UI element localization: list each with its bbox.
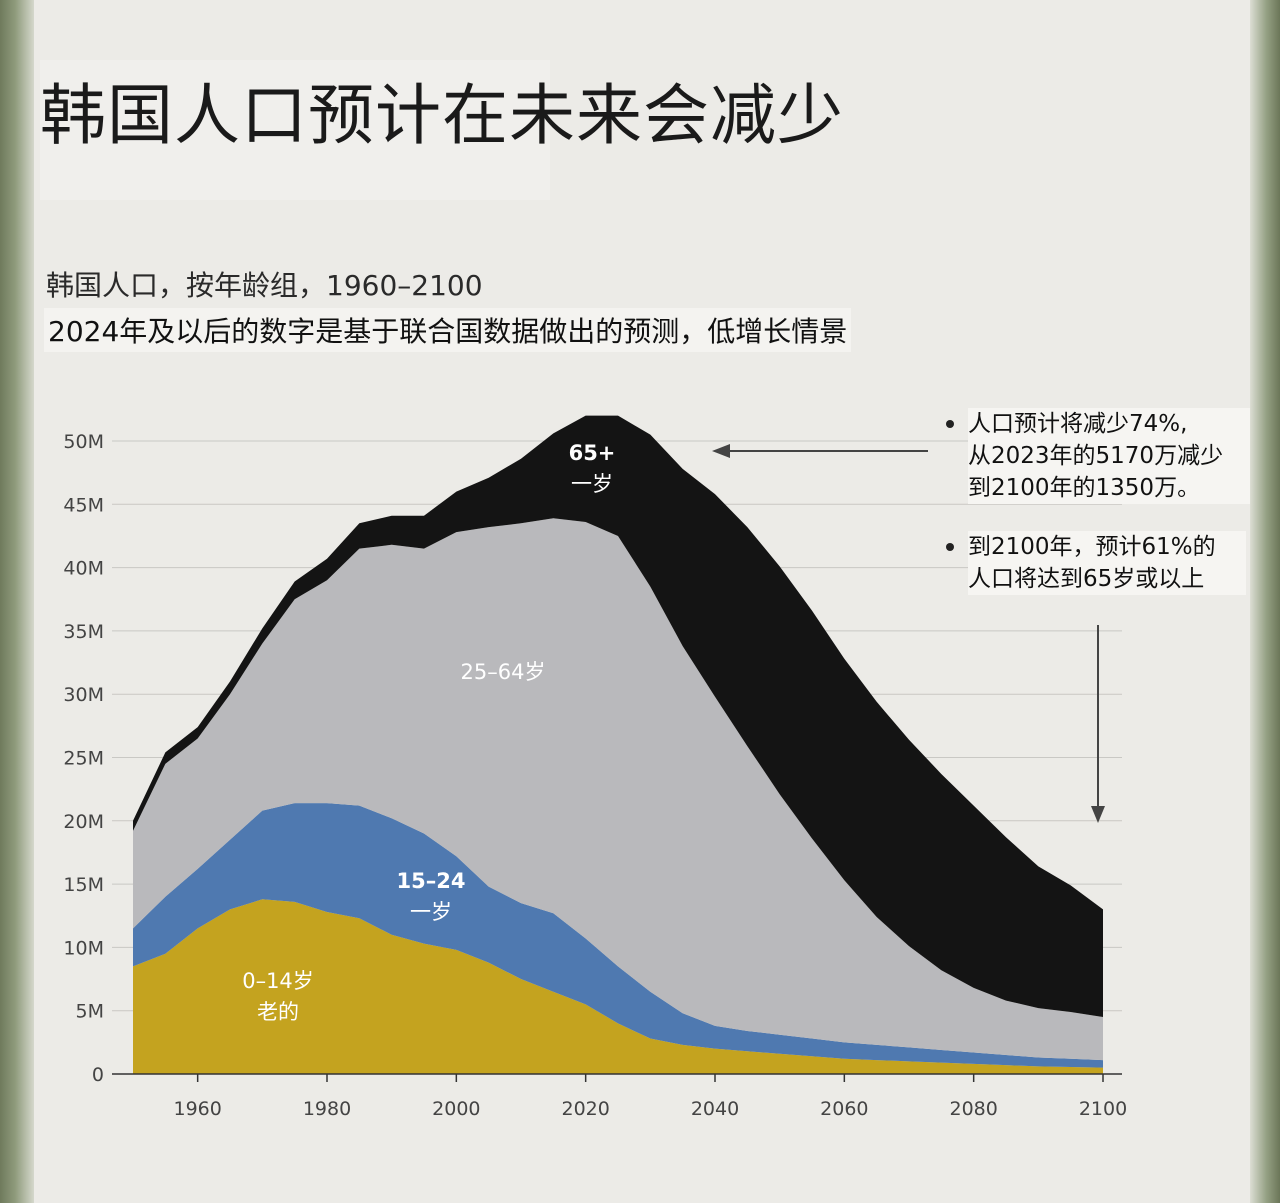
projection-note: 2024年及以后的数字是基于联合国数据做出的预测，低增长情景 (44, 308, 852, 352)
series-label: 一岁 (571, 472, 613, 496)
stacked-areas (133, 415, 1103, 1074)
callout-aging-line-2: 人口将达到65岁或以上 (968, 566, 1205, 592)
y-tick-label: 25M (63, 748, 104, 770)
series-label: 15–24 (397, 869, 466, 893)
y-tick-label: 20M (63, 811, 104, 833)
area-series-1 (133, 803, 1103, 1068)
y-tick-label: 15M (63, 874, 104, 896)
x-tick-label: 2100 (1079, 1098, 1127, 1120)
callout-aging: 到2100年，预计61%的 人口将达到65岁或以上 (946, 531, 1246, 595)
y-tick-label: 10M (63, 937, 104, 959)
y-tick-label: 0 (92, 1064, 104, 1086)
y-axis: 0 5M 10M 15M 20M 25M 30M 35M 40M 45M 50M (63, 431, 104, 1086)
callout-decline-line-1: 人口预计将减少74%, (968, 411, 1188, 437)
x-tick-label: 2000 (432, 1098, 480, 1120)
annotation-arrows (712, 444, 1105, 823)
series-label: 25–64岁 (461, 660, 546, 684)
arrowhead-down-icon (1091, 806, 1105, 823)
x-tick-label: 1980 (303, 1098, 351, 1120)
area-series-2 (133, 518, 1103, 1061)
series-label: 65+ (569, 441, 616, 465)
y-tick-label: 45M (63, 494, 104, 516)
title-highlight (40, 60, 550, 200)
arrowhead-left-icon (712, 444, 730, 458)
y-tick-label: 5M (76, 1001, 104, 1023)
x-tick-label: 2080 (949, 1098, 997, 1120)
x-tick-label: 2020 (561, 1098, 609, 1120)
y-tick-label: 50M (63, 431, 104, 453)
bullet-icon (946, 420, 954, 428)
x-tick-label: 1960 (173, 1098, 221, 1120)
series-label: 老的 (257, 1000, 299, 1024)
series-label: 一岁 (410, 900, 452, 924)
y-tick-label: 30M (63, 684, 104, 706)
area-series-3 (133, 415, 1103, 1018)
callout-aging-line-1: 到2100年，预计61%的 (968, 534, 1216, 560)
photo-frame-right (1250, 0, 1280, 1203)
bullet-icon (946, 543, 954, 551)
callout-decline: 人口预计将减少74%, 从2023年的5170万减少 到2100年的1350万。 (946, 408, 1250, 504)
chart-subtitle: 韩国人口，按年龄组，1960–2100 (46, 269, 483, 302)
photo-frame-left (0, 0, 34, 1203)
x-tick-label: 2060 (820, 1098, 868, 1120)
series-label: 0–14岁 (242, 969, 314, 993)
y-tick-label: 40M (63, 558, 104, 580)
x-axis: 1960 1980 2000 2020 2040 2060 2080 2100 (112, 1073, 1127, 1120)
x-tick-label: 2040 (691, 1098, 739, 1120)
callout-decline-line-3: 到2100年的1350万。 (968, 475, 1201, 501)
chart-title: 韩国人口预计在未来会减少 (40, 77, 844, 154)
y-tick-label: 35M (63, 621, 104, 643)
callout-decline-line-2: 从2023年的5170万减少 (968, 443, 1224, 469)
area-series-0 (133, 899, 1103, 1074)
